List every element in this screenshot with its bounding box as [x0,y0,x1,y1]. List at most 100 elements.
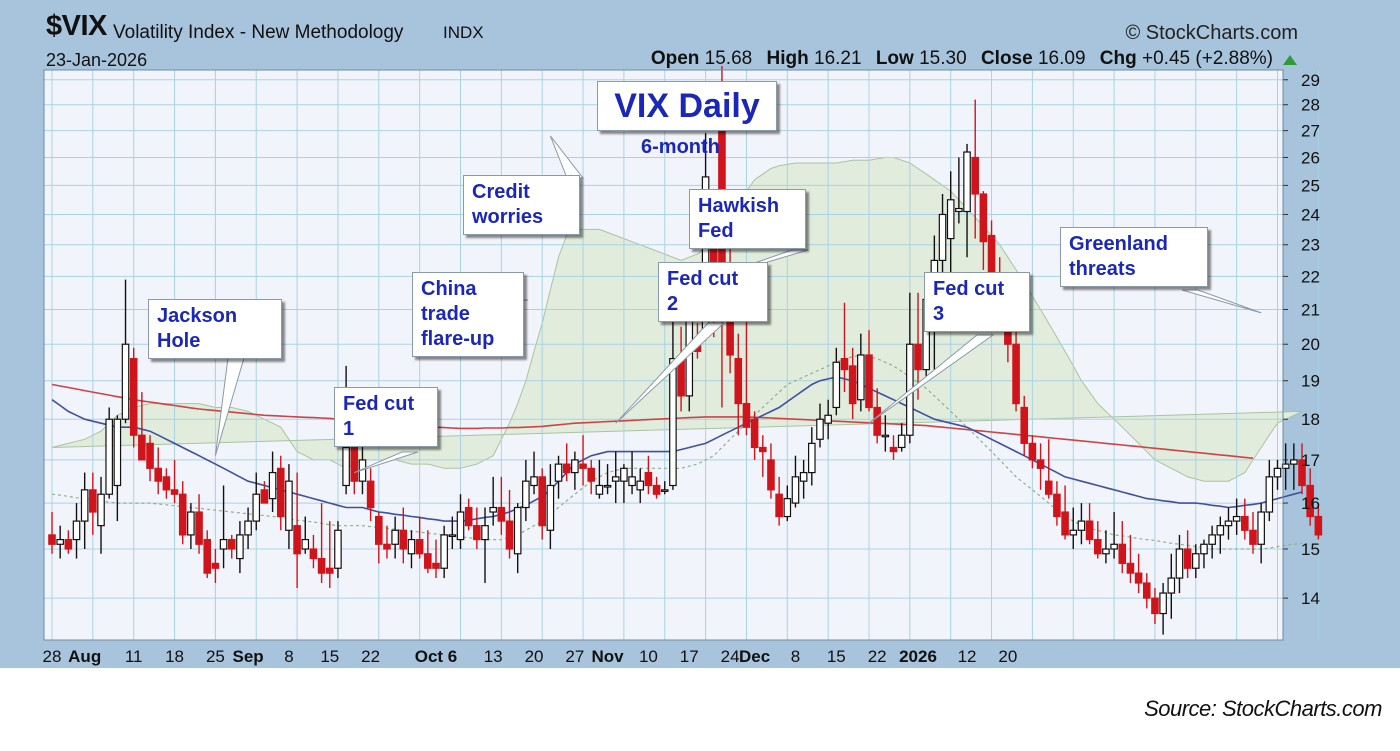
callout-fed-cut-3: Fed cut 3 [924,272,1030,332]
y-tick-label: 29 [1301,71,1320,90]
candle-body [1290,459,1298,465]
candle-body [1053,493,1061,518]
candle-body [432,562,440,569]
candle-body [236,534,244,560]
candle-body [652,484,661,495]
y-tick-label: 28 [1301,96,1320,115]
candle-body [105,418,113,495]
candle-body [64,538,73,550]
candle-body [955,207,963,213]
y-tick-label: 17 [1301,451,1320,470]
candle-body [873,406,881,436]
chg-value: +0.45 (+2.88%) [1142,48,1273,69]
candle-body [473,525,481,541]
x-tick-label: Oct 6 [415,647,458,666]
x-tick-label: Dec [739,647,770,666]
callout-jackson-hole: Jackson Hole [148,299,282,359]
candle-body [170,489,179,495]
symbol-title: $VIX [46,10,107,42]
x-tick-label: 22 [361,647,380,666]
candle-body [1175,548,1184,579]
candle-body [865,354,873,409]
callout-pointer [868,334,995,424]
candle-body [1159,592,1167,615]
candle-body [375,515,383,545]
x-tick-label: 10 [639,647,658,666]
x-tick-label: Sep [232,647,263,666]
candle-body [464,506,473,527]
candle-body [546,484,555,531]
candle-body [1044,480,1053,495]
y-tick-label: 16 [1301,494,1320,513]
candle-body [121,343,130,420]
candle-body [538,476,547,527]
candle-body [914,343,922,371]
candle-body [1232,515,1241,522]
candle-body [203,538,212,574]
candle-body [1241,515,1249,531]
candle-body [767,459,775,491]
candle-body [946,199,955,240]
candle-body [734,358,743,405]
candle-body [154,467,163,482]
candle-body [554,463,563,482]
candle-body [334,529,342,569]
candle-body [1314,515,1323,536]
x-tick-label: 8 [791,647,800,666]
close-value: 16.09 [1037,48,1086,69]
candle-body [129,358,138,436]
candle-body [383,543,391,550]
high-value: 16.21 [814,48,862,69]
candle-body [750,418,759,449]
open-value: 15.68 [704,48,753,69]
callout-fed-cut-2: Fed cut 2 [658,262,768,322]
chart-title: VIX Daily [597,81,777,131]
low-label: Low [875,48,914,69]
candle-body [513,506,522,555]
x-tick-label: 8 [284,647,293,666]
candle-body [1281,463,1290,469]
candle-body [530,476,538,487]
candle-body [301,538,310,550]
chart-date: 23-Jan-2026 [46,50,148,70]
candle-body [391,529,399,545]
open-label: Open [650,48,700,69]
candle-body [48,534,56,545]
candle-body [293,525,301,555]
candle-body [857,354,865,401]
candle-body [350,446,359,482]
candle-body [342,446,350,487]
chart-subtitle: 6-month [641,136,720,158]
candle-body [97,493,105,527]
candle-body [1257,511,1265,545]
bollinger-mid-line [51,354,1303,550]
candle-body [938,213,947,261]
candle-body [603,484,612,488]
moving-average-short-line [51,376,1303,522]
y-tick-label: 24 [1301,205,1320,224]
candle-body [72,520,81,541]
candle-body [799,471,808,482]
candle-body [219,538,228,550]
candle-body [227,538,236,550]
candle-body [571,459,579,474]
candle-body [113,418,122,487]
candle-body [1208,534,1216,545]
candle-body [881,434,890,438]
change-up-arrow-icon [1283,55,1297,65]
y-tick-label: 23 [1301,236,1320,255]
close-label: Close [980,48,1033,69]
x-tick-label: 24 [721,647,740,666]
moving-average-long-line [51,383,1254,459]
candle-body [1298,459,1306,487]
candle-body [1200,543,1208,555]
low-value: 15.30 [919,48,967,69]
candle-body [448,534,457,538]
candle-body [187,511,195,536]
candle-body [824,414,832,424]
callout-china-trade: China trade flare-up [412,272,524,357]
candle-body [742,402,751,428]
y-tick-label: 25 [1301,176,1320,195]
candle-body [268,471,277,500]
x-tick-label: 20 [998,647,1017,666]
